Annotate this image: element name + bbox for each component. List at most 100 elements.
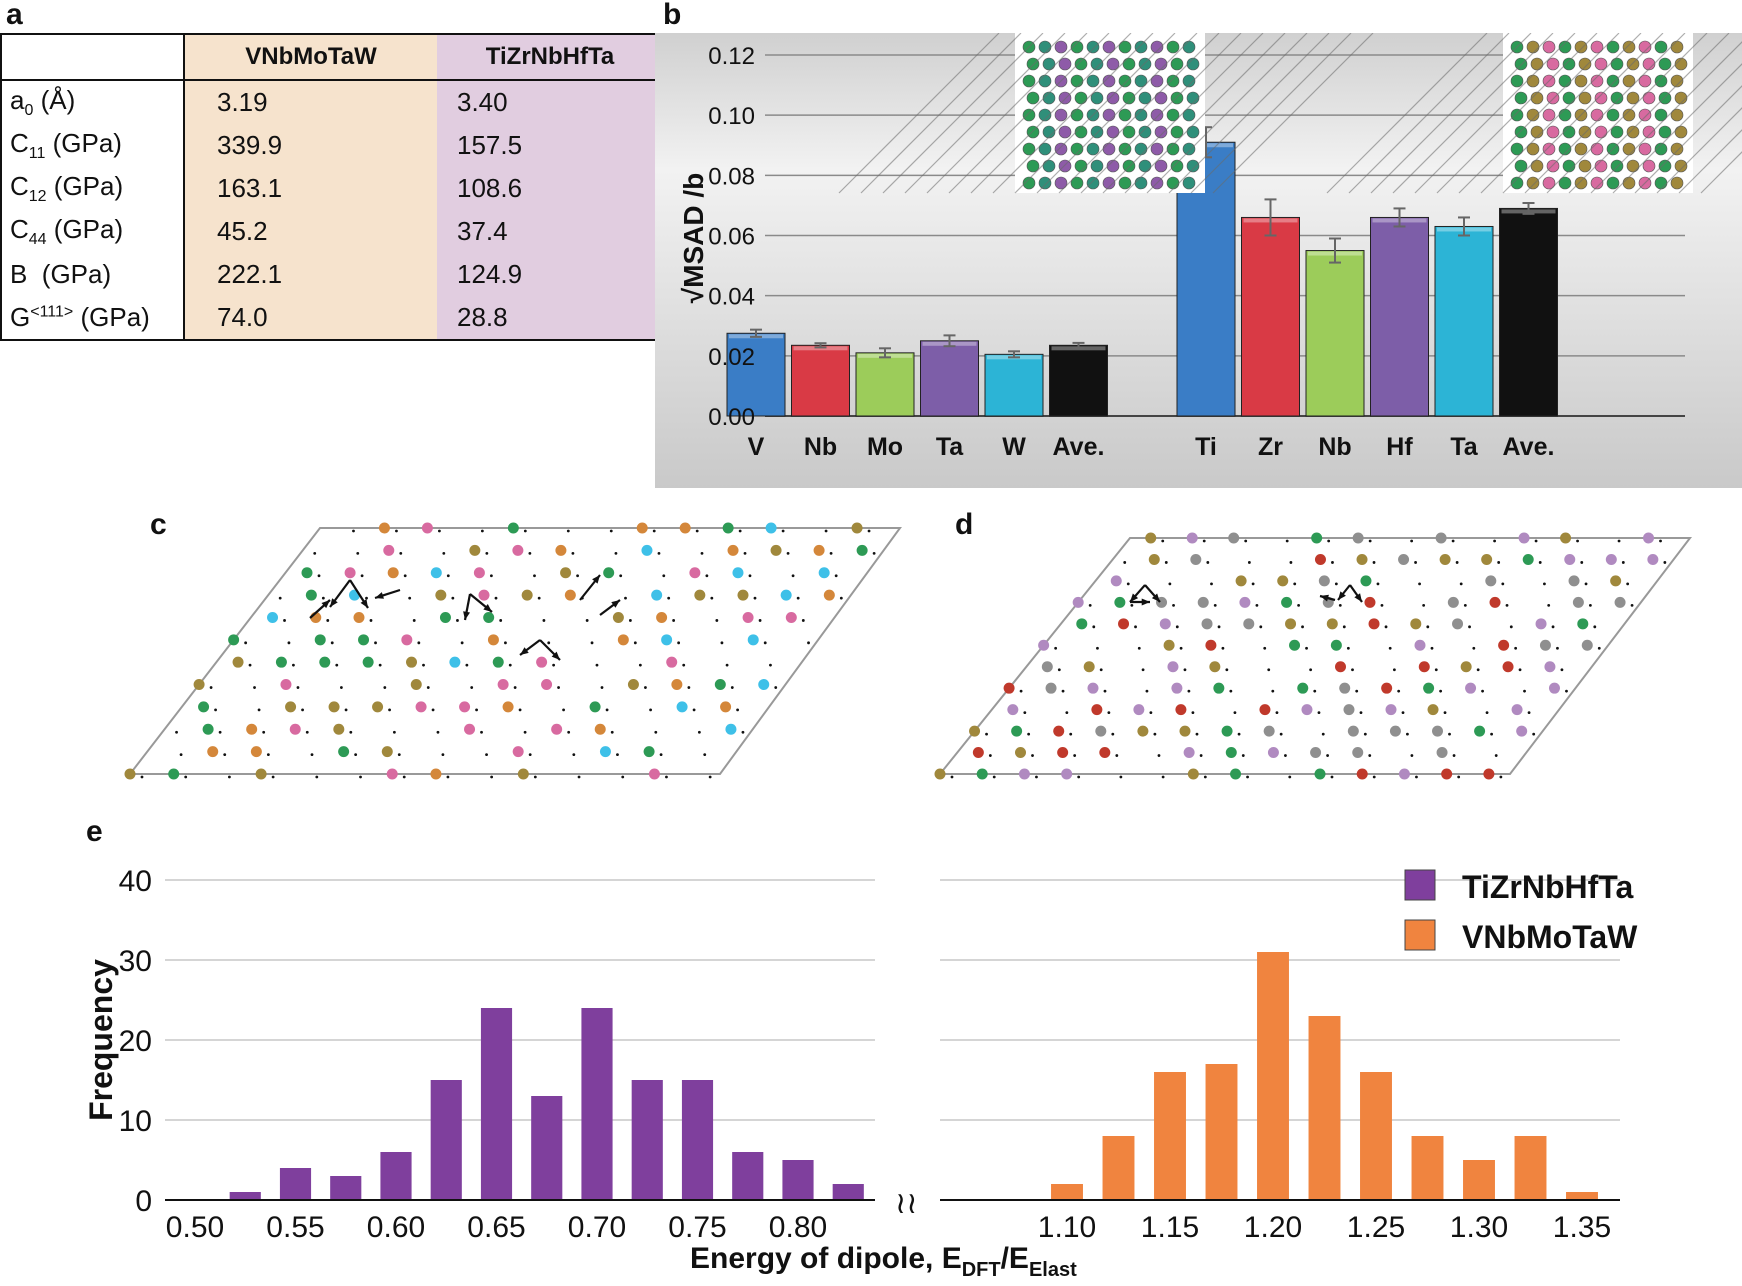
atom-dot — [435, 589, 447, 601]
atom-sphere — [1622, 74, 1636, 88]
atom-sphere — [1626, 57, 1640, 71]
atom-dot — [666, 656, 678, 668]
displacement-dot — [682, 663, 686, 667]
displacement-dot — [692, 708, 696, 712]
histogram-bar — [1566, 1192, 1598, 1200]
atom-dot — [551, 723, 563, 735]
atom-sphere — [1606, 108, 1620, 122]
displacement-dot — [537, 596, 541, 600]
displacement-dot — [184, 775, 188, 779]
crystal-bond-line — [1036, 33, 1198, 194]
atom-sphere — [1638, 142, 1652, 156]
atom-sphere — [1182, 142, 1196, 156]
displacement-dot — [392, 730, 396, 734]
atom-dot — [1485, 575, 1497, 587]
atom-dot — [1310, 747, 1322, 759]
atom-sphere — [1150, 74, 1164, 88]
atom-dot — [1544, 661, 1556, 673]
atom-sphere — [1654, 74, 1668, 88]
table-row: B (GPa) 222.1 124.9 — [1, 253, 664, 296]
displacement-dot — [652, 529, 656, 533]
displacement-dot — [753, 596, 757, 600]
atom-dot — [1114, 596, 1126, 608]
atom-dot — [651, 589, 663, 601]
displacement-dot — [736, 708, 739, 712]
atom-dot — [338, 746, 350, 758]
atom-dot — [1159, 618, 1171, 630]
crystal-bond-line — [970, 33, 1132, 194]
histogram-y-tick: 10 — [119, 1105, 152, 1138]
displacement-dot — [741, 730, 745, 734]
atom-dot — [1435, 532, 1447, 544]
atom-sphere — [1122, 91, 1136, 105]
table-row-label: C12 (GPa) — [1, 167, 185, 210]
displacement-dot — [451, 596, 455, 600]
displacement-dot — [528, 551, 532, 555]
histogram-bar — [480, 1008, 513, 1200]
crystal-bond-line — [838, 33, 1000, 194]
atom-sphere — [1166, 142, 1180, 156]
table-row: C12 (GPa) 163.1 108.6 — [1, 167, 664, 210]
displacement-dot — [426, 686, 430, 689]
displacement-dot — [1191, 711, 1195, 715]
atom-sphere — [1642, 57, 1656, 71]
atom-dot — [1643, 532, 1655, 544]
displacement-dot — [1202, 539, 1206, 543]
atom-dot — [694, 589, 706, 601]
displacement-dot — [470, 686, 474, 689]
displacement-dot — [829, 551, 833, 555]
displacement-dot — [1457, 775, 1461, 779]
displacement-dot — [1251, 582, 1255, 586]
displacement-dot — [1126, 582, 1130, 586]
displacement-dot — [480, 529, 484, 533]
histogram-bar — [1154, 1072, 1186, 1200]
displacement-dot — [1621, 561, 1625, 564]
atom-sphere — [1170, 57, 1184, 71]
displacement-dot — [349, 730, 353, 734]
chart-b-x-tick: Hf — [1386, 433, 1413, 461]
atom-sphere — [1122, 57, 1136, 71]
displacement-dot — [1584, 582, 1588, 586]
atom-dot — [555, 544, 567, 556]
atom-sphere — [1074, 57, 1088, 71]
atom-dot — [813, 544, 825, 556]
atom-dot — [1209, 661, 1221, 673]
table-cell-tizrnbhfta: 157.5 — [437, 124, 664, 167]
atom-dot — [1007, 704, 1019, 716]
displacement-dot — [1263, 646, 1267, 650]
displacement-dot — [266, 753, 270, 757]
displacement-dot — [395, 529, 398, 533]
displacement-dot — [262, 730, 266, 734]
displacement-dot — [422, 663, 425, 667]
displacement-dot — [305, 730, 309, 734]
atom-sphere — [1578, 57, 1592, 71]
displacement-dot — [480, 730, 483, 734]
atom-sphere — [1038, 142, 1052, 156]
atom-sphere — [1106, 125, 1120, 139]
atom-sphere — [1594, 57, 1608, 71]
displacement-dot — [315, 775, 319, 779]
table-header-row: VNbMoTaW TiZrNbHfTa — [1, 34, 664, 81]
displacement-dot — [1463, 603, 1467, 607]
displacement-dot — [1434, 668, 1438, 672]
displacement-dot — [1305, 646, 1308, 650]
histogram-bar — [1514, 1136, 1547, 1200]
displacement-dot — [1027, 732, 1031, 736]
atom-sphere — [1182, 176, 1196, 190]
displacement-dot — [321, 596, 325, 600]
displacement-dot — [807, 641, 810, 645]
atom-dot — [1197, 596, 1209, 608]
displacement-dot — [1247, 561, 1251, 564]
displacement-dot — [638, 663, 642, 667]
displacement-dot — [1547, 603, 1551, 607]
atom-sphere — [1106, 159, 1120, 173]
displacement-dot — [1565, 689, 1568, 693]
histogram-x-axis-label: Energy of dipole, EDFT/EElast — [690, 1242, 1077, 1281]
atom-dot — [275, 656, 287, 668]
atom-sphere — [1558, 108, 1572, 122]
atom-sphere — [1510, 74, 1524, 88]
displacement-dot — [687, 686, 691, 689]
atom-dot — [464, 723, 476, 735]
displacement-dot — [356, 551, 360, 555]
displacement-dot — [1164, 561, 1168, 564]
